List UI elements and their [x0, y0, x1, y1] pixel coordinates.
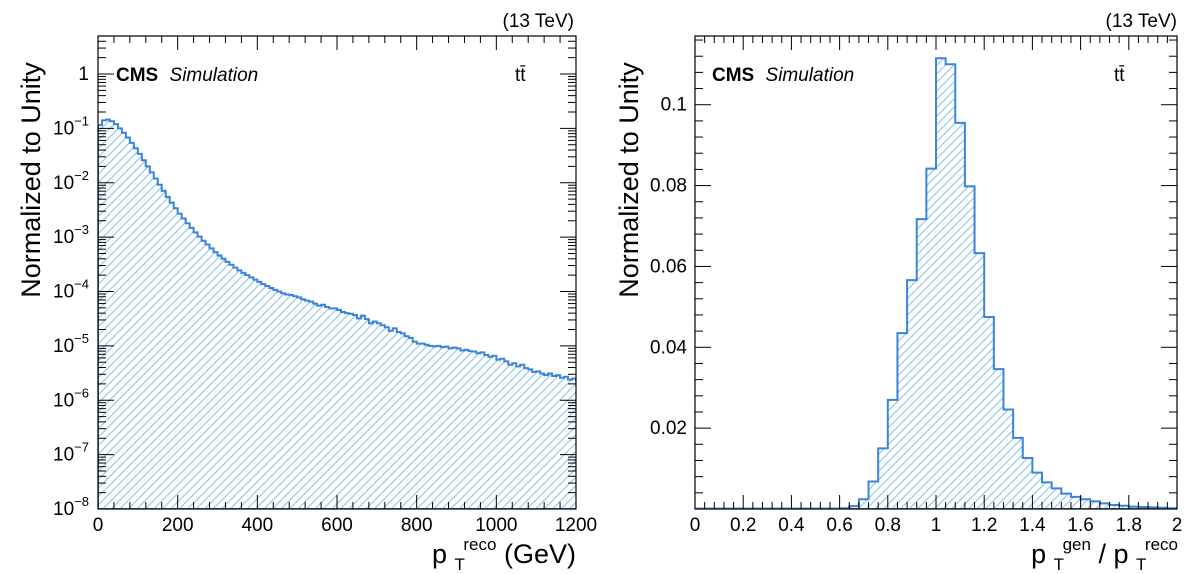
- x-tick-label: 1.8: [1116, 515, 1142, 536]
- y-axis-label-left: Normalized to Unity: [16, 62, 46, 298]
- x-tick-label: 1.6: [1067, 515, 1093, 536]
- svg-text:CMS Simulation: CMS Simulation: [116, 65, 258, 86]
- axis-ticks-right: 0 0.2 0.4 0.6 0.8 1 1.2 1.4 1.6 1.8 2 0.02 0.04 0.06 0…: [650, 36, 1182, 536]
- x-tick-label: 1: [931, 515, 942, 536]
- x-tick-label: 1.2: [971, 515, 997, 536]
- x-tick-label: 400: [241, 515, 273, 536]
- cms-label-right: CMS: [712, 65, 754, 86]
- y-tick-label: 0.1: [661, 95, 687, 116]
- x-tick-label: 800: [401, 515, 433, 536]
- y-tick-label: 0.06: [650, 256, 687, 277]
- x-tick-label: 2: [1172, 515, 1183, 536]
- process-label-right: tt̄: [1114, 65, 1125, 86]
- y-tick-label: 10−1: [53, 113, 89, 139]
- x-tick-label: 600: [321, 515, 353, 536]
- x-tick-label: 1200: [555, 515, 597, 536]
- y-tick-label: 10−4: [53, 277, 89, 303]
- y-tick-label: 10−5: [53, 331, 89, 357]
- x-axis-label-left: p T reco (GeV): [432, 526, 576, 574]
- y-tick-label: 10−8: [53, 494, 89, 520]
- histogram-pt-ratio: [695, 57, 1177, 509]
- x-tick-label: 0.6: [826, 515, 852, 536]
- y-tick-label: 10−6: [53, 385, 89, 411]
- y-tick-label: 1: [78, 64, 89, 85]
- x-tick-label: 0.4: [778, 515, 805, 536]
- cms-label-left: CMS: [116, 65, 158, 86]
- y-tick-label: 0.02: [650, 418, 687, 439]
- left-panel: 0 200 400 600 800 1000 1200 10−8 10−7 10−6 10−5 10−…: [16, 11, 597, 574]
- energy-label-right: (13 TeV): [1106, 11, 1177, 32]
- right-panel: 0 0.2 0.4 0.6 0.8 1 1.2 1.4 1.6 1.8 2 0.02 0.04 0.06 0…: [614, 11, 1182, 574]
- y-axis-label-right: Normalized to Unity: [614, 62, 644, 298]
- x-axis-label-right: p T gen / p T reco: [1031, 526, 1178, 574]
- x-tick-label: 0.2: [730, 515, 756, 536]
- simulation-label-left: Simulation: [170, 65, 259, 86]
- y-tick-label: 10−3: [53, 222, 89, 248]
- y-tick-label: 0.08: [650, 176, 687, 197]
- x-tick-label: 200: [162, 515, 194, 536]
- svg-text:CMS Simulation: CMS Simulation: [712, 65, 854, 86]
- simulation-label-right: Simulation: [766, 65, 855, 86]
- x-tick-label: 1.4: [1019, 515, 1046, 536]
- process-label-left: tt̄: [515, 65, 526, 86]
- x-tick-label: 0.8: [875, 515, 901, 536]
- x-tick-label: 1000: [475, 515, 517, 536]
- energy-label-left: (13 TeV): [503, 11, 574, 32]
- x-tick-label: 0: [93, 515, 104, 536]
- histogram-reco-pt: [98, 118, 576, 509]
- y-tick-label: 0.04: [650, 337, 687, 358]
- x-tick-label: 0: [690, 515, 701, 536]
- y-tick-label: 10−2: [53, 168, 89, 194]
- y-tick-label: 10−7: [53, 440, 89, 466]
- axis-ticks-left: 0 200 400 600 800 1000 1200 10−8 10−7 10−6 10−5 10−…: [53, 35, 597, 536]
